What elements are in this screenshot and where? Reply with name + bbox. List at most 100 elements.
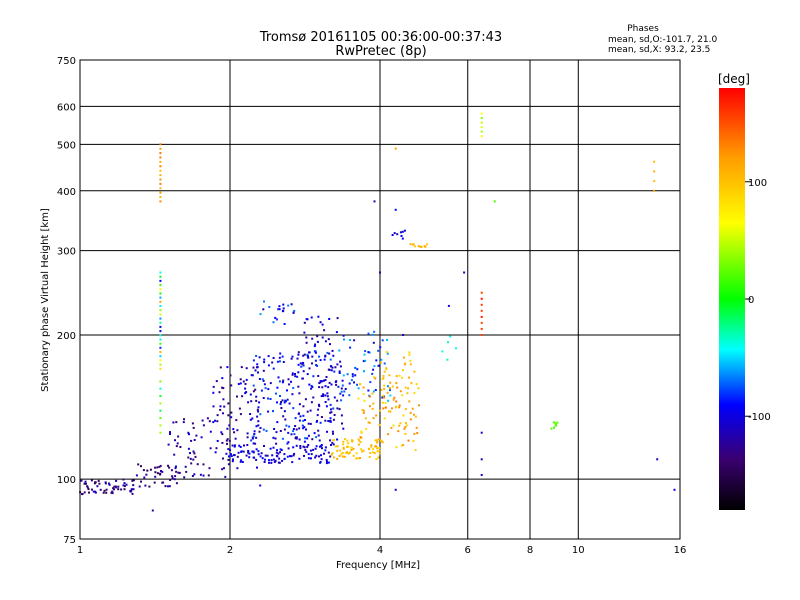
data-point <box>373 200 376 203</box>
data-point <box>259 413 262 416</box>
data-point <box>383 387 386 390</box>
data-point <box>341 455 344 458</box>
data-point <box>328 381 331 384</box>
data-point <box>314 351 317 354</box>
data-point <box>409 363 412 366</box>
data-point <box>230 455 233 458</box>
data-point <box>313 345 316 348</box>
data-point <box>353 381 355 384</box>
data-point <box>159 288 162 291</box>
data-point <box>272 367 275 370</box>
data-point <box>130 489 133 492</box>
data-point <box>208 467 211 470</box>
data-point <box>291 461 294 464</box>
data-point <box>297 385 300 388</box>
data-point <box>449 335 452 338</box>
data-point <box>382 407 385 410</box>
data-point <box>409 418 412 421</box>
data-point <box>256 366 259 369</box>
data-point <box>332 407 335 410</box>
data-point <box>554 424 557 427</box>
data-point <box>159 292 162 295</box>
data-point <box>105 491 108 494</box>
data-point <box>306 437 309 440</box>
data-point <box>653 180 656 183</box>
data-point <box>480 117 483 119</box>
data-point <box>380 389 383 391</box>
data-point <box>239 382 242 385</box>
data-point <box>281 437 284 440</box>
data-point <box>381 441 384 444</box>
data-point <box>140 480 142 483</box>
data-point <box>262 397 265 399</box>
data-point <box>274 316 277 319</box>
data-point <box>305 428 307 431</box>
data-point <box>346 439 349 442</box>
data-point <box>329 403 332 406</box>
data-point <box>372 447 374 450</box>
data-point <box>307 422 310 425</box>
data-point <box>268 306 271 308</box>
data-point <box>417 245 420 248</box>
data-point <box>236 429 239 432</box>
data-point <box>394 147 397 150</box>
data-point <box>361 450 364 453</box>
data-point <box>227 402 230 405</box>
data-point <box>244 383 247 385</box>
data-point <box>342 394 345 397</box>
data-point <box>336 407 339 410</box>
data-point <box>364 359 367 362</box>
data-point <box>272 357 275 359</box>
data-point <box>331 452 334 455</box>
data-point <box>240 450 243 453</box>
data-point <box>281 381 284 384</box>
colorbar-tick-label: 100 <box>748 178 767 189</box>
data-point <box>262 428 265 431</box>
data-point <box>272 446 275 449</box>
data-point <box>348 394 351 397</box>
data-point <box>239 378 242 381</box>
data-point <box>104 482 107 485</box>
data-point <box>398 424 401 427</box>
data-point <box>368 351 371 354</box>
data-point <box>226 427 229 430</box>
data-point <box>183 476 186 479</box>
data-point <box>167 485 169 488</box>
data-point <box>673 488 676 491</box>
data-point <box>159 355 162 358</box>
data-point <box>376 441 379 444</box>
data-point <box>236 455 239 458</box>
data-point <box>280 401 282 404</box>
data-point <box>184 465 187 468</box>
data-point <box>159 160 162 163</box>
data-point <box>385 368 388 371</box>
data-point <box>294 417 297 420</box>
data-point <box>272 436 275 439</box>
data-point <box>447 304 450 307</box>
data-point <box>480 130 483 133</box>
data-point <box>305 341 308 344</box>
data-point <box>327 461 330 464</box>
data-point <box>275 442 278 445</box>
data-point <box>480 474 483 476</box>
data-point <box>302 405 305 408</box>
data-point <box>96 485 99 488</box>
data-point <box>83 491 86 494</box>
data-point <box>402 444 405 446</box>
data-point <box>85 482 87 485</box>
data-point <box>247 401 250 404</box>
data-point <box>263 461 266 463</box>
data-point <box>332 354 335 357</box>
data-point <box>337 385 340 388</box>
data-point <box>250 400 253 403</box>
data-point <box>86 485 89 488</box>
data-point <box>286 389 288 392</box>
data-point <box>340 387 343 390</box>
data-point <box>345 451 348 454</box>
data-point <box>310 316 313 319</box>
data-point <box>256 363 259 366</box>
data-point <box>354 366 357 369</box>
data-point <box>283 323 286 325</box>
data-point <box>357 438 360 441</box>
data-point <box>232 458 234 461</box>
